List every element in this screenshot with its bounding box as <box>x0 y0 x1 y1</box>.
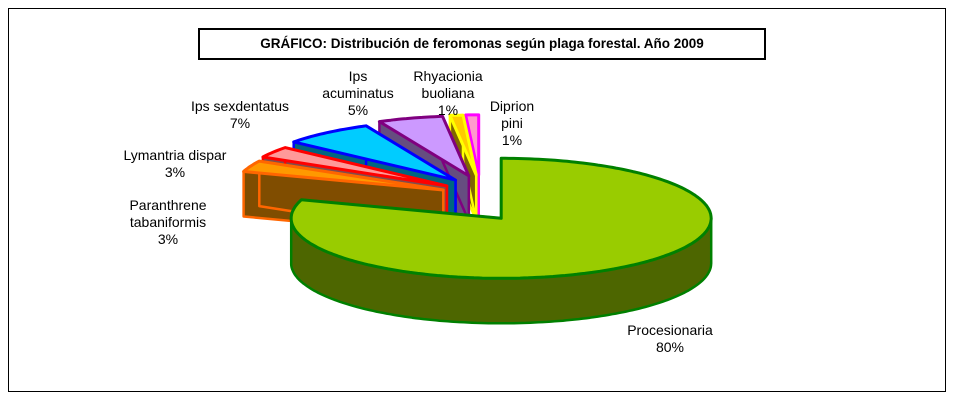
slice-label: Paranthrene tabaniformis <box>129 197 207 230</box>
value-label: 5% <box>347 102 369 118</box>
value-label: 1% <box>501 132 523 148</box>
chart-title: GRÁFICO: Distribución de feromonas según… <box>198 28 766 60</box>
slice <box>448 113 478 177</box>
slice-label: Lymantria dispar <box>123 147 227 163</box>
slice <box>292 124 457 182</box>
value-label: 3% <box>164 164 186 180</box>
slice-label: Ips sexdentatus <box>190 98 290 114</box>
slice-label: Procesionaria <box>627 322 713 338</box>
slice <box>377 114 471 178</box>
value-label: 7% <box>229 115 251 131</box>
slice <box>464 113 481 177</box>
slice-label: Rhyacionia buoliana <box>413 68 483 101</box>
slice-label: Ips acuminatus <box>322 68 394 101</box>
slice <box>289 156 713 280</box>
slice <box>242 159 445 192</box>
slice <box>261 146 449 188</box>
slice-label: Diprion pini <box>489 98 535 131</box>
value-label: 80% <box>655 339 685 355</box>
value-label: 3% <box>157 231 179 247</box>
value-label: 1% <box>437 102 459 118</box>
